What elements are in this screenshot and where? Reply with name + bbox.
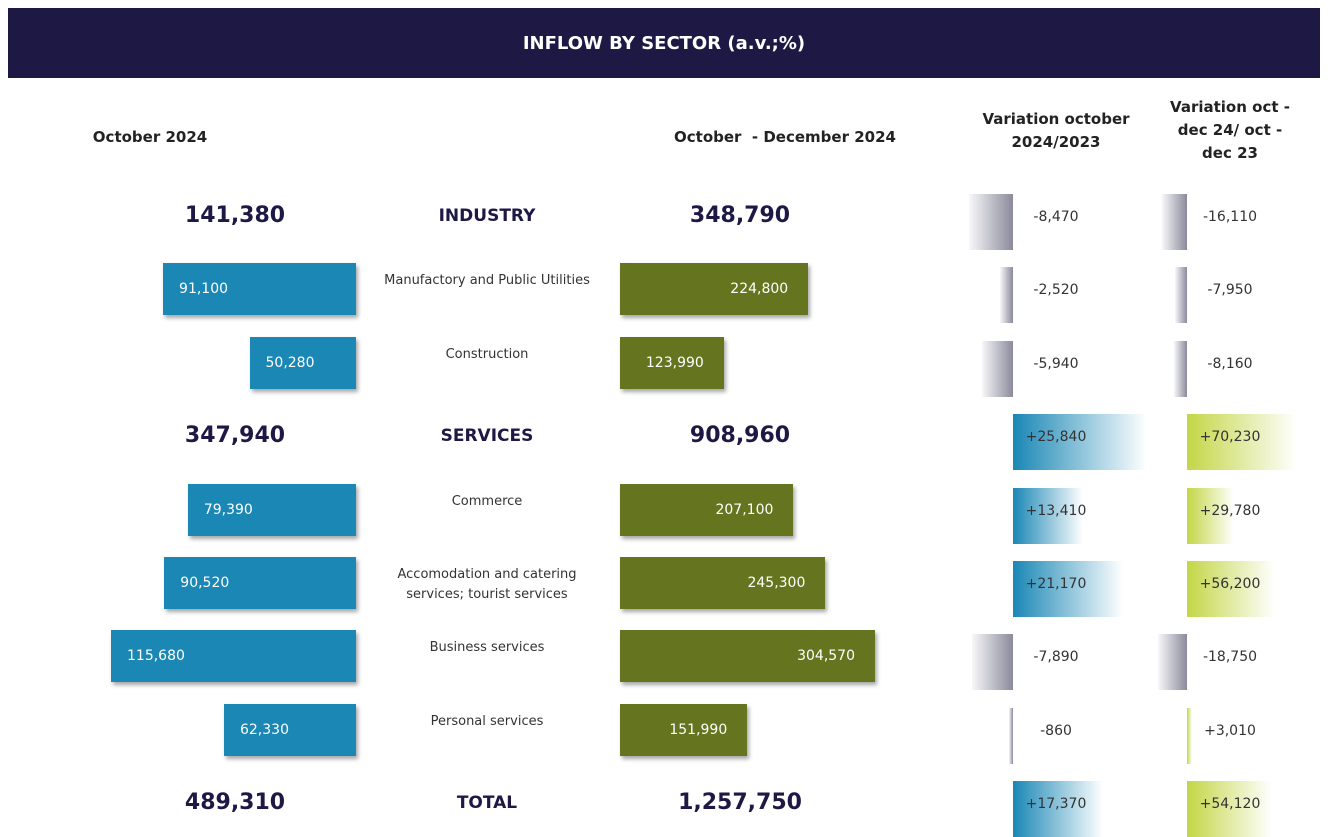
value-label: -5,940 bbox=[1033, 355, 1079, 372]
value-label: 123,990 bbox=[645, 354, 704, 371]
variation-bar bbox=[1187, 561, 1276, 617]
variation-bar bbox=[1187, 487, 1234, 544]
value-label: +3,010 bbox=[1204, 722, 1256, 739]
value-label: -2,520 bbox=[1033, 282, 1079, 299]
value-label: -18,750 bbox=[1202, 649, 1258, 666]
bar: 207,100 bbox=[620, 483, 794, 536]
value-label: +70,230 bbox=[1199, 429, 1261, 446]
bar: 91,100 bbox=[163, 263, 356, 316]
total-value: 348,790 bbox=[689, 203, 791, 228]
variation-bar bbox=[1187, 707, 1192, 764]
variation-bar bbox=[1161, 194, 1187, 250]
value-label: -7,890 bbox=[1033, 649, 1079, 666]
bar: 123,990 bbox=[620, 336, 724, 389]
value-label: -8,160 bbox=[1207, 355, 1253, 372]
value-label: 91,100 bbox=[179, 281, 229, 298]
variation-bar bbox=[969, 194, 1013, 250]
total-value: 1,257,750 bbox=[678, 790, 802, 816]
total-value: 141,380 bbox=[184, 203, 286, 228]
bar: 224,800 bbox=[620, 263, 809, 316]
variation-bar bbox=[972, 634, 1013, 691]
bar: 50,280 bbox=[249, 336, 356, 389]
bar: 151,990 bbox=[620, 703, 748, 756]
variation-bar bbox=[982, 340, 1013, 397]
total-value: 908,960 bbox=[689, 423, 791, 449]
value-label: +29,780 bbox=[1199, 502, 1261, 519]
value-label: +25,840 bbox=[1025, 429, 1087, 446]
category-heading: TOTAL bbox=[456, 793, 518, 814]
value-label: +13,410 bbox=[1025, 502, 1087, 519]
variation-bar bbox=[1157, 634, 1187, 691]
total-value: 489,310 bbox=[184, 790, 286, 816]
category-label: Manufactory and Public Utilities bbox=[384, 273, 590, 289]
variation-bar bbox=[1174, 267, 1187, 324]
value-label: 62,330 bbox=[239, 721, 289, 738]
value-label: +17,370 bbox=[1025, 796, 1087, 813]
bar: 62,330 bbox=[223, 703, 356, 756]
value-label: 50,280 bbox=[265, 354, 315, 371]
value-label: +54,120 bbox=[1199, 796, 1261, 813]
legend-label: October 2024 bbox=[92, 128, 208, 146]
bar: 245,300 bbox=[620, 557, 826, 609]
value-label: 115,680 bbox=[127, 648, 185, 665]
title-band: INFLOW BY SECTOR (a.v.;%) bbox=[8, 8, 1320, 78]
total-value: 347,940 bbox=[184, 423, 286, 449]
category-label: Accomodation and catering services; tour… bbox=[397, 567, 577, 602]
variation-bar bbox=[1013, 781, 1104, 837]
value-label: 90,520 bbox=[180, 575, 230, 591]
value-label: 245,300 bbox=[747, 575, 806, 591]
variation-bar bbox=[1008, 707, 1013, 764]
value-label: 151,990 bbox=[669, 721, 728, 738]
value-label: -8,470 bbox=[1033, 209, 1079, 225]
category-heading: SERVICES bbox=[440, 426, 534, 447]
value-label: 224,800 bbox=[730, 281, 789, 298]
value-label: +56,200 bbox=[1199, 576, 1261, 592]
variation-bar bbox=[1187, 781, 1272, 837]
variation-bar bbox=[1013, 561, 1123, 617]
variation-bar bbox=[1013, 414, 1147, 471]
variation-bar bbox=[999, 267, 1013, 324]
bar: 304,570 bbox=[620, 630, 875, 683]
bar: 79,390 bbox=[187, 483, 356, 536]
variation-bar bbox=[1174, 340, 1187, 397]
value-label: -860 bbox=[1040, 722, 1072, 739]
value-label: -16,110 bbox=[1202, 209, 1258, 225]
value-label: +21,170 bbox=[1025, 576, 1087, 592]
bar: 90,520 bbox=[164, 557, 356, 609]
legend-label: October - December 2024 bbox=[674, 128, 896, 146]
category-label: Personal services bbox=[430, 713, 544, 729]
value-label: -7,950 bbox=[1207, 282, 1253, 299]
category-heading: INDUSTRY bbox=[438, 206, 536, 226]
legend-label: Variation october 2024/2023 bbox=[982, 110, 1130, 151]
bar: 115,680 bbox=[111, 630, 356, 683]
value-label: 304,570 bbox=[797, 648, 855, 665]
variation-bar bbox=[1013, 487, 1083, 544]
category-label: Business services bbox=[429, 640, 545, 656]
category-label: Commerce bbox=[451, 493, 523, 509]
chart-title: INFLOW BY SECTOR (a.v.;%) bbox=[522, 32, 806, 54]
value-label: 207,100 bbox=[715, 501, 774, 518]
variation-bar bbox=[1187, 414, 1297, 471]
legend-label: Variation oct - dec 24/ oct - dec 23 bbox=[1170, 98, 1290, 162]
value-label: 79,390 bbox=[203, 501, 253, 518]
category-label: Construction bbox=[445, 346, 529, 362]
